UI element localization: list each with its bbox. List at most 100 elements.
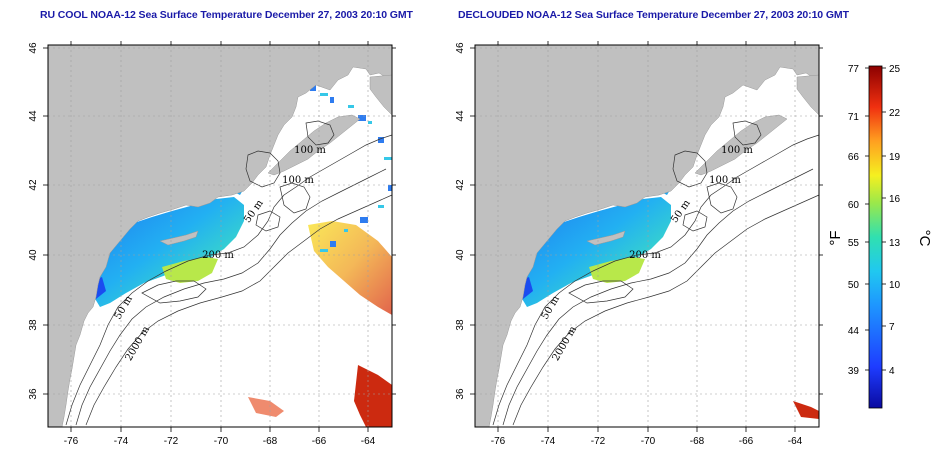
celsius-label: 25 [889, 64, 901, 75]
speckle-pixel [330, 241, 336, 247]
speckle-pixel [358, 115, 366, 121]
colorbar-gradient [868, 65, 883, 409]
bathymetry-contour-line [245, 150, 281, 188]
speckle-pixel [378, 205, 384, 208]
speckle-pixel [388, 185, 392, 191]
contour-label: 100 m [294, 145, 326, 156]
y-tick-label: 36 [455, 388, 466, 400]
left-map-title: RU COOL NOAA-12 Sea Surface Temperature … [40, 9, 413, 21]
x-tick-label: -72 [591, 436, 606, 447]
y-tick-label: 42 [455, 179, 466, 191]
landmass [47, 44, 393, 428]
y-tick-label: 42 [28, 179, 39, 191]
speckle-pixel [378, 137, 384, 143]
x-tick-label: -76 [491, 436, 506, 447]
axis-ticks [43, 41, 396, 432]
x-axis-labels: -76 -74 -72 -70 -68 -66 -64 [491, 436, 803, 447]
y-tick-label: 36 [28, 388, 39, 400]
speckle-pixel [348, 105, 354, 108]
x-tick-label: -66 [312, 436, 327, 447]
x-tick-label: -64 [361, 436, 376, 447]
fahrenheit-label: 77 [848, 64, 860, 75]
celsius-label: 10 [889, 280, 901, 291]
celsius-label: 22 [889, 108, 901, 119]
celsius-unit-label: °C [916, 230, 933, 247]
bathymetry-contour-line [706, 182, 738, 214]
gridlines [48, 45, 392, 427]
speckle-pixel [330, 97, 334, 103]
fahrenheit-label: 60 [848, 200, 860, 211]
land-polygon [694, 114, 788, 176]
speckle-pixel [360, 217, 368, 223]
fahrenheit-label: 71 [848, 112, 860, 123]
y-tick-label: 44 [455, 110, 466, 122]
celsius-label: 13 [889, 238, 901, 249]
y-axis-labels: 36 38 40 42 44 46 [28, 42, 39, 400]
bathymetry-contour-line [85, 194, 393, 426]
bathymetry-contour-line [492, 134, 820, 426]
speckle-pixel [310, 85, 316, 91]
y-tick-label: 46 [28, 42, 39, 54]
bathymetry-contours [65, 120, 393, 426]
y-tick-label: 46 [455, 42, 466, 54]
shelf-warm-patch [162, 257, 218, 283]
x-tick-label: -74 [541, 436, 556, 447]
shelf-warm-patch [589, 257, 645, 283]
bathymetry-contours [492, 120, 820, 426]
bathymetry-contour-line [512, 194, 820, 426]
axis-ticks [470, 41, 823, 432]
colorbar-ticks [865, 67, 886, 371]
y-axis-labels: 36 38 40 42 44 46 [455, 42, 466, 400]
gulf-stream-warm-patch [354, 365, 392, 427]
contour-label: 200 m [202, 250, 234, 261]
fahrenheit-label: 44 [848, 326, 860, 337]
land-polygon [267, 114, 361, 176]
y-tick-label: 38 [28, 319, 39, 331]
speckle-pixel [344, 229, 348, 232]
speckle-pixel [384, 157, 392, 160]
right-map-title: DECLOUDED NOAA-12 Sea Surface Temperatur… [458, 9, 849, 21]
x-tick-label: -68 [690, 436, 705, 447]
gridlines [475, 45, 819, 427]
fahrenheit-label: 50 [848, 280, 860, 291]
bathymetry-contour-line [568, 280, 634, 304]
land-polygon [474, 44, 820, 428]
celsius-label: 16 [889, 194, 901, 205]
x-tick-label: -72 [164, 436, 179, 447]
bathymetry-contour-line [305, 120, 335, 146]
landmass [474, 44, 820, 428]
x-tick-label: -74 [114, 436, 129, 447]
south-warm-speckle [248, 397, 284, 417]
bathymetry-contour-line [75, 168, 387, 426]
sst-colorbar: 77 71 66 60 55 50 44 39 25 22 19 16 13 10 7 4 °F °C [827, 64, 933, 409]
x-tick-label: -66 [739, 436, 754, 447]
y-tick-label: 38 [455, 319, 466, 331]
land-polygon [586, 230, 626, 246]
fahrenheit-unit-label: °F [827, 230, 844, 245]
bathymetry-contour-line [65, 134, 393, 426]
bathymetry-contour-line [502, 168, 814, 426]
x-tick-label: -70 [641, 436, 656, 447]
fahrenheit-label: 55 [848, 238, 860, 249]
celsius-label: 4 [889, 366, 895, 377]
celsius-label: 19 [889, 152, 901, 163]
contour-label: 100 m [721, 145, 753, 156]
bathymetry-contour-line [141, 280, 207, 304]
bathymetry-contour-line [672, 150, 708, 188]
map-frame [47, 44, 393, 428]
x-tick-label: -68 [263, 436, 278, 447]
land-polygon [159, 230, 199, 246]
x-axis-labels: -76 -74 -72 -70 -68 -66 -64 [64, 436, 376, 447]
fahrenheit-label: 66 [848, 152, 860, 163]
land-polygon [47, 44, 393, 428]
map-frame [474, 44, 820, 428]
bathymetry-contour-line [732, 120, 762, 146]
speckle-pixel [320, 249, 328, 252]
bathymetry-contour-line [279, 182, 311, 214]
x-tick-label: -76 [64, 436, 79, 447]
